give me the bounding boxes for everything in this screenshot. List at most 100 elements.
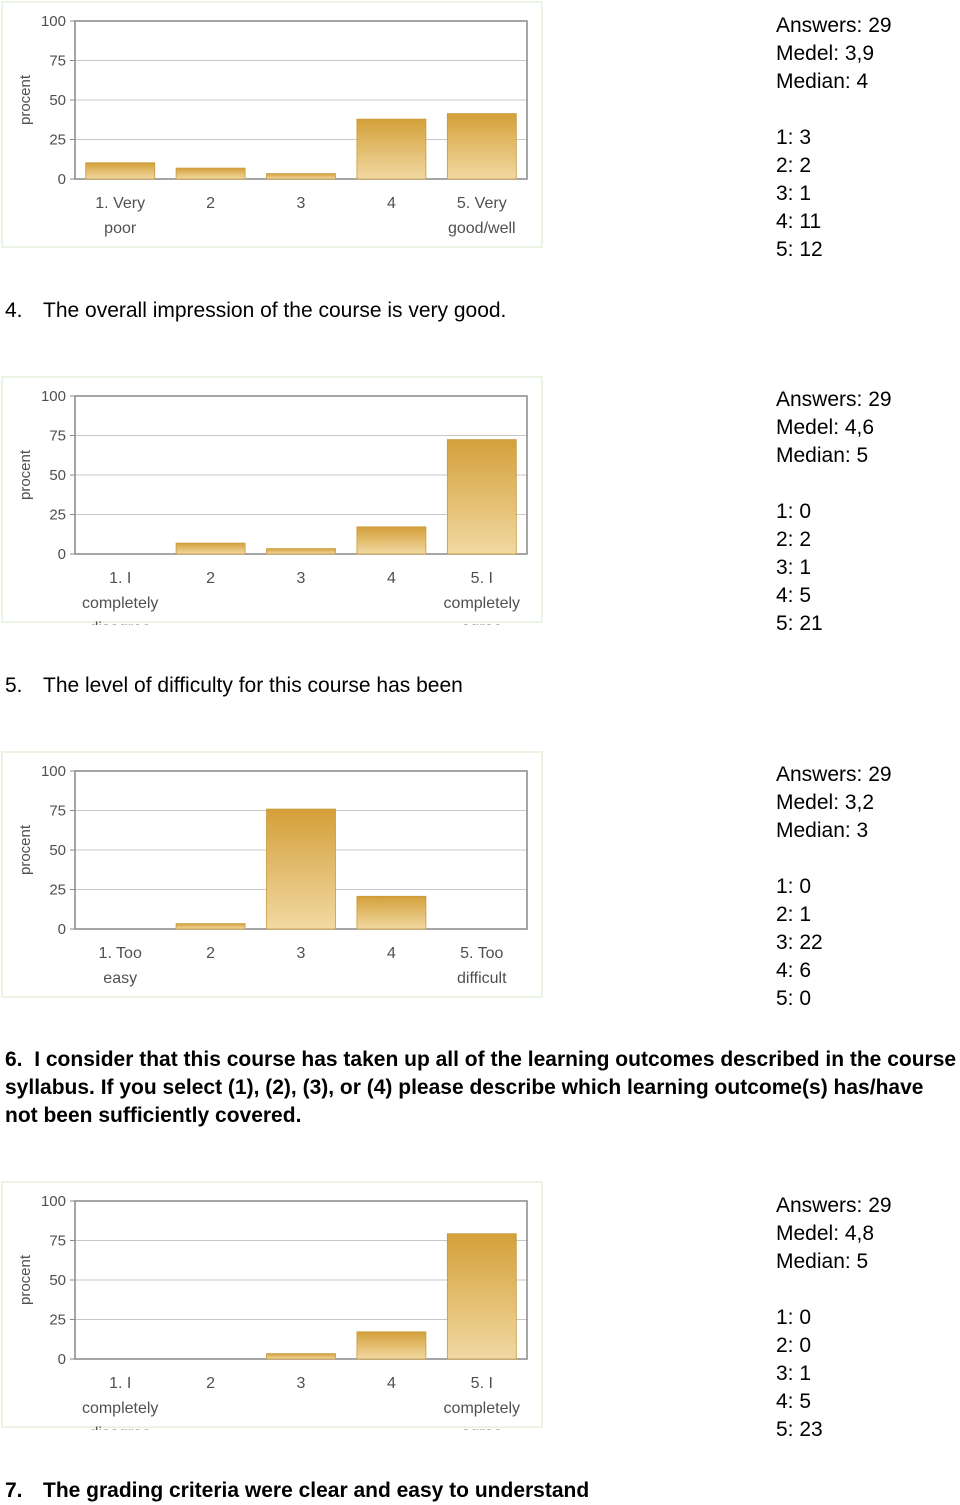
stat-median: Median: 5 xyxy=(776,1250,869,1273)
y-axis-label: procent xyxy=(17,449,34,500)
y-tick-label: 100 xyxy=(41,1193,66,1210)
question-4: 4. The overall impression of the course i… xyxy=(5,297,960,325)
y-tick-label: 25 xyxy=(49,882,66,899)
stats-panel-4: Answers: 29 Medel: 4,8 Median: 5 1: 0 2:… xyxy=(776,1192,956,1444)
stat-count-1: 1: 0 xyxy=(776,500,812,523)
bar xyxy=(446,439,517,555)
x-tick-label: 5. Very xyxy=(457,195,507,212)
x-tick-label: completely xyxy=(82,595,158,612)
x-tick-label: completely xyxy=(444,1400,520,1417)
stat-answers: Answers: 29 xyxy=(776,763,892,786)
y-tick-label: 50 xyxy=(49,92,66,109)
x-tick-label: 5. I xyxy=(471,570,493,587)
bar-chart-4: 100 75 50 25 0 procent 1. I completely disagree 2… xyxy=(0,1180,545,1430)
y-axis-label: procent xyxy=(17,824,34,875)
stat-count-1: 1: 3 xyxy=(776,126,812,149)
question-number: 6. xyxy=(5,1048,23,1071)
stat-count-5: 5: 23 xyxy=(776,1418,823,1441)
stat-medel: Medel: 3,9 xyxy=(776,42,875,65)
stat-median: Median: 4 xyxy=(776,70,869,93)
question-text: The level of difficulty for this course … xyxy=(43,674,463,697)
x-tick-label: 4 xyxy=(387,945,396,962)
bar xyxy=(266,808,336,930)
stat-count-5: 5: 12 xyxy=(776,238,823,261)
bar xyxy=(175,923,246,930)
stat-count-2: 2: 0 xyxy=(776,1334,812,1357)
stat-count-1: 1: 0 xyxy=(776,875,812,898)
x-tick-label: 2 xyxy=(206,945,215,962)
y-tick-label: 100 xyxy=(41,13,66,30)
x-tick-label: 2 xyxy=(206,1375,215,1392)
x-tick-label: 3 xyxy=(297,1375,306,1392)
x-tick-label: difficult xyxy=(457,970,507,987)
x-tick-label: 1. Very xyxy=(95,195,145,212)
x-tick-label: good/well xyxy=(448,220,516,237)
x-tick-label: 4 xyxy=(387,570,396,587)
x-tick-label: 3 xyxy=(297,570,306,587)
question-5: 5. The level of difficulty for this cours… xyxy=(5,672,960,700)
bar-chart-3: 100 75 50 25 0 procent 1. Too easy 2 3 4 5. Too diff… xyxy=(0,750,545,1000)
x-tick-label: 1. Too xyxy=(99,945,142,962)
y-tick-label: 0 xyxy=(58,546,66,563)
question-text: The grading criteria were clear and easy… xyxy=(43,1479,590,1502)
y-tick-label: 75 xyxy=(49,428,66,445)
question-number: 7. xyxy=(5,1479,23,1502)
chart-svg: 100 75 50 25 0 procent 1. Very poor 2 3 4 5. Very go… xyxy=(1,1,543,248)
chart-svg: 100 75 50 25 0 procent 1. I completely disagree 2… xyxy=(1,1181,543,1430)
question-7: 7. The grading criteria were clear and ea… xyxy=(5,1477,960,1505)
bar xyxy=(175,167,246,180)
chart-frame xyxy=(1,376,543,623)
chart-svg: 100 75 50 25 0 procent 1. I completely disagree 2… xyxy=(1,376,543,625)
x-tick-label: 4 xyxy=(387,195,396,212)
x-tick-label: completely xyxy=(444,595,520,612)
question-number: 5. xyxy=(5,674,23,697)
stat-median: Median: 3 xyxy=(776,819,869,842)
x-tick-label: 1. I xyxy=(109,570,131,587)
stat-count-4: 4: 5 xyxy=(776,584,812,607)
x-tick-label: 5. Too xyxy=(460,945,503,962)
y-tick-label: 0 xyxy=(58,921,66,938)
stat-median: Median: 5 xyxy=(776,444,869,467)
stat-spacer xyxy=(776,845,956,873)
y-axis-label: procent xyxy=(17,74,34,125)
stats-panel-3: Answers: 29 Medel: 3,2 Median: 3 1: 0 2:… xyxy=(776,761,956,1013)
stat-medel: Medel: 4,6 xyxy=(776,416,875,439)
bar xyxy=(356,526,427,555)
bar xyxy=(356,895,427,930)
y-tick-label: 0 xyxy=(58,171,66,188)
stat-count-2: 2: 2 xyxy=(776,154,812,177)
y-tick-label: 75 xyxy=(49,53,66,70)
x-tick-label: 5. I xyxy=(471,1375,493,1392)
stat-spacer xyxy=(776,96,956,124)
x-tick-label: 1. I xyxy=(109,1375,131,1392)
y-tick-label: 75 xyxy=(49,803,66,820)
bar xyxy=(175,542,246,555)
stats-panel-1: Answers: 29 Medel: 3,9 Median: 4 1: 3 2:… xyxy=(776,12,956,264)
stat-count-5: 5: 0 xyxy=(776,987,812,1010)
question-number: 4. xyxy=(5,299,23,322)
y-tick-label: 25 xyxy=(49,132,66,149)
bar xyxy=(266,173,336,180)
stat-count-1: 1: 0 xyxy=(776,1306,812,1329)
chart-frame xyxy=(1,751,543,998)
stats-panel-2: Answers: 29 Medel: 4,6 Median: 5 1: 0 2:… xyxy=(776,386,956,638)
x-tick-label: 4 xyxy=(387,1375,396,1392)
y-tick-label: 25 xyxy=(49,507,66,524)
x-tick-label: agree xyxy=(461,1425,502,1430)
x-tick-label: disagree xyxy=(90,620,151,625)
stat-answers: Answers: 29 xyxy=(776,388,892,411)
y-tick-label: 50 xyxy=(49,467,66,484)
bar xyxy=(446,113,517,180)
y-tick-label: 100 xyxy=(41,763,66,780)
question-6: 6. I consider that this course has taken… xyxy=(5,1046,960,1130)
stat-count-4: 4: 11 xyxy=(776,210,822,233)
stat-count-3: 3: 1 xyxy=(776,182,812,205)
chart-svg: 100 75 50 25 0 procent 1. Too easy 2 3 4 5. Too diff… xyxy=(1,751,543,998)
stat-answers: Answers: 29 xyxy=(776,14,892,37)
x-tick-label: 3 xyxy=(297,195,306,212)
stat-answers: Answers: 29 xyxy=(776,1194,892,1217)
y-tick-label: 50 xyxy=(49,1272,66,1289)
x-tick-label: disagree xyxy=(90,1425,151,1430)
stat-medel: Medel: 4,8 xyxy=(776,1222,875,1245)
stat-medel: Medel: 3,2 xyxy=(776,791,875,814)
